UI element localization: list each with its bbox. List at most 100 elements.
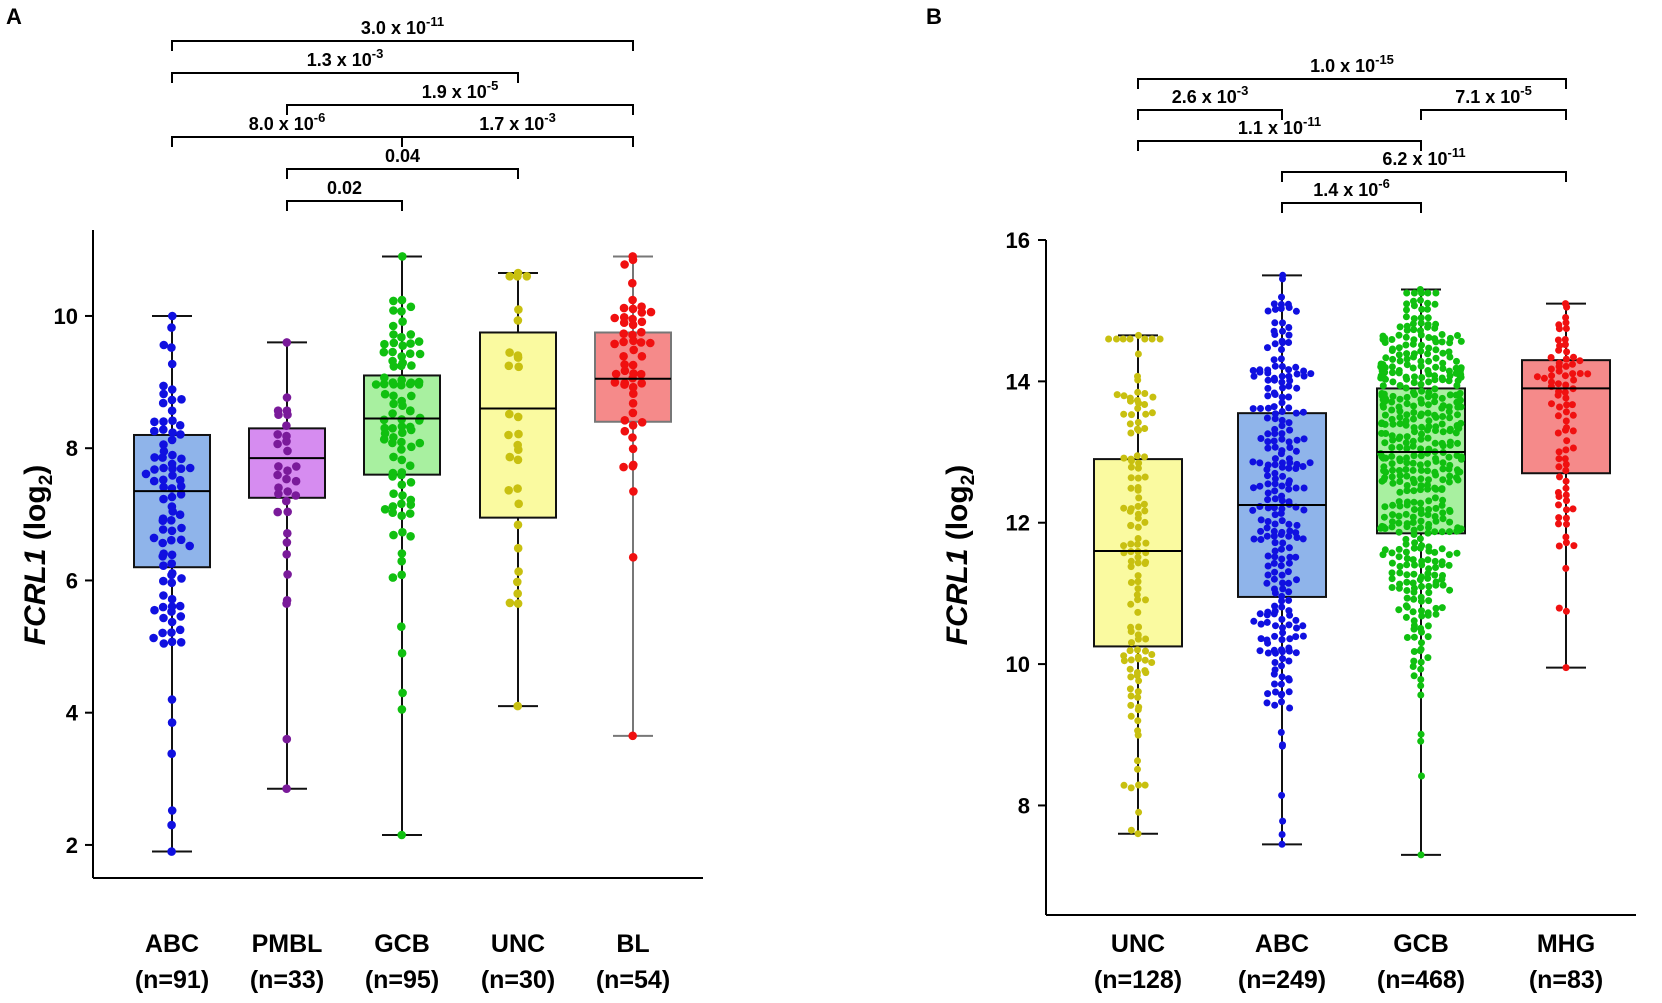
category-label: GCB <box>1393 930 1449 958</box>
data-point <box>1425 357 1433 365</box>
box-group-mhg <box>1521 300 1611 672</box>
data-point <box>1562 564 1570 572</box>
data-point <box>1409 663 1417 670</box>
data-point <box>1409 437 1417 445</box>
data-point <box>1425 476 1432 484</box>
category-count-label: (n=54) <box>596 966 670 994</box>
data-point <box>514 429 523 439</box>
data-point <box>1279 472 1287 480</box>
data-point <box>1127 826 1135 834</box>
data-point <box>1402 439 1410 447</box>
data-point <box>1134 578 1142 586</box>
data-point <box>1292 465 1300 472</box>
data-point <box>1134 717 1142 725</box>
data-point <box>1250 484 1257 492</box>
data-point <box>1411 539 1419 547</box>
data-point <box>1264 552 1272 560</box>
data-point <box>628 421 638 430</box>
significance-bracket: 0.02 <box>286 178 403 211</box>
data-point <box>1403 571 1411 579</box>
data-point <box>150 426 159 436</box>
data-point <box>1438 404 1446 412</box>
data-point <box>1300 372 1308 380</box>
data-point <box>1264 376 1272 384</box>
data-point <box>1388 584 1396 591</box>
data-point <box>1452 429 1460 437</box>
data-point <box>1409 364 1417 372</box>
category-label: BL <box>616 930 649 958</box>
y-tick-label: 16 <box>1006 228 1030 253</box>
data-point <box>1424 426 1431 434</box>
data-point <box>397 480 407 490</box>
data-point <box>1264 639 1272 647</box>
bracket-line <box>401 136 634 147</box>
bracket-line <box>1137 140 1422 151</box>
data-point <box>379 347 389 357</box>
data-point <box>1411 561 1418 569</box>
data-point <box>1409 513 1417 521</box>
data-point <box>1418 639 1425 647</box>
y-tick-label: 14 <box>1006 369 1031 394</box>
data-point <box>159 549 168 558</box>
data-point <box>1439 359 1447 367</box>
data-point <box>168 471 177 480</box>
data-point <box>1562 539 1570 547</box>
category-count-label: (n=30) <box>481 966 555 994</box>
data-point <box>1279 384 1286 392</box>
data-point <box>628 255 638 265</box>
data-point <box>1403 445 1411 452</box>
data-point <box>1105 335 1113 343</box>
data-point <box>1285 588 1293 596</box>
data-point <box>1396 395 1404 403</box>
data-point <box>1134 523 1142 531</box>
data-point <box>1563 520 1570 528</box>
data-point <box>406 378 416 388</box>
data-point <box>1456 368 1464 376</box>
significance-bracket: 1.0 x 10-15 <box>1137 52 1567 89</box>
data-point <box>175 510 185 519</box>
data-point <box>1446 472 1454 480</box>
data-point <box>1438 558 1446 566</box>
data-point <box>1562 362 1570 370</box>
data-point <box>1411 373 1418 381</box>
data-point <box>1271 362 1279 370</box>
data-point <box>1417 737 1425 745</box>
data-point <box>1142 635 1150 643</box>
data-point <box>1378 429 1385 437</box>
data-point <box>505 452 515 462</box>
p-value-label: 1.3 x 10-3 <box>307 46 384 70</box>
data-point <box>1418 305 1426 313</box>
data-point <box>1431 300 1439 308</box>
data-point <box>167 550 177 560</box>
data-point <box>1561 388 1569 396</box>
data-point <box>1569 505 1577 513</box>
data-point <box>1278 603 1286 611</box>
data-point <box>167 406 177 416</box>
data-point <box>1141 518 1149 526</box>
data-point <box>1134 502 1142 510</box>
data-point <box>1396 420 1404 428</box>
data-point <box>1263 699 1271 707</box>
data-point <box>1279 817 1287 825</box>
data-point <box>1432 457 1440 465</box>
data-point <box>1285 644 1293 652</box>
data-point <box>1425 520 1433 528</box>
data-point <box>1278 615 1286 623</box>
data-point <box>1424 654 1432 662</box>
data-point <box>167 516 176 525</box>
data-point <box>1555 542 1563 550</box>
data-point <box>292 462 301 471</box>
data-point <box>628 320 638 330</box>
data-point <box>1395 553 1403 561</box>
data-point <box>1279 585 1287 593</box>
data-point <box>168 428 177 437</box>
data-point <box>1278 742 1286 750</box>
data-point <box>620 380 629 389</box>
data-point <box>1438 501 1446 509</box>
data-point <box>1134 376 1142 384</box>
data-point <box>167 435 177 445</box>
data-point <box>1141 390 1149 397</box>
data-point <box>1446 518 1454 526</box>
data-point <box>1134 688 1142 696</box>
box-group-gcb <box>1376 286 1466 859</box>
